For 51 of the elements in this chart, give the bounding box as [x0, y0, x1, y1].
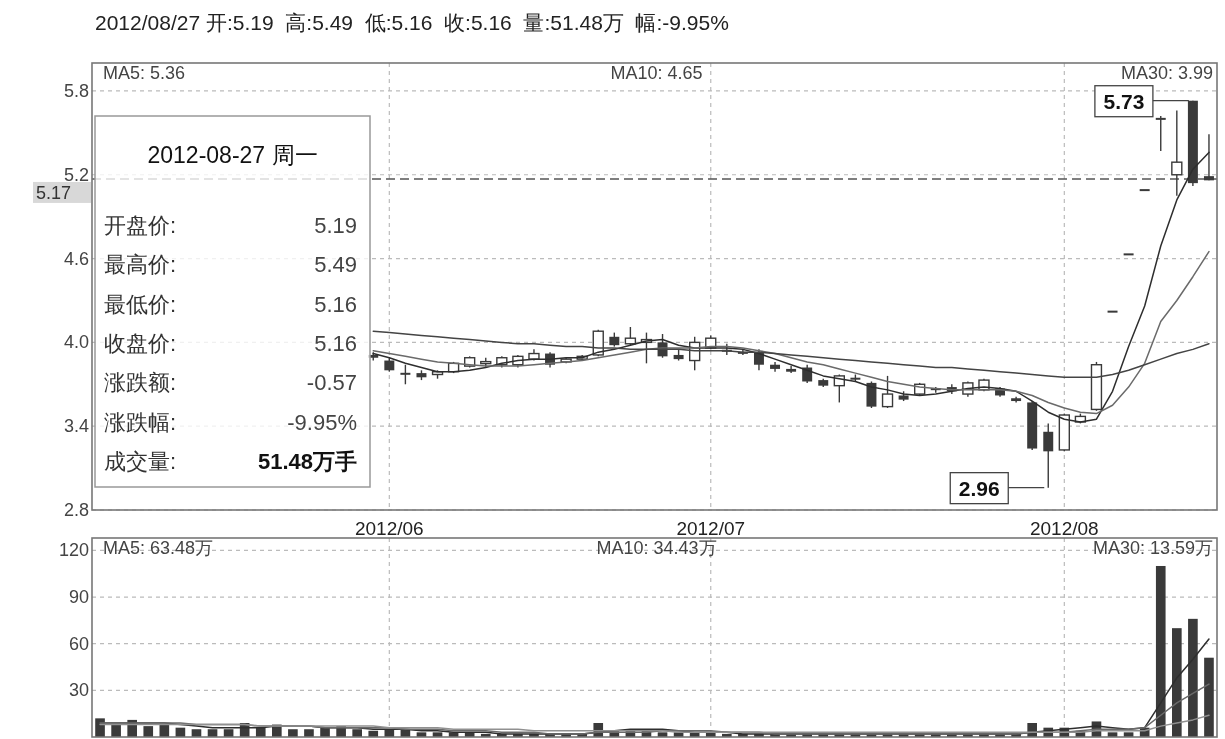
bar: [288, 729, 298, 737]
y-tick-label: 4.0: [63, 332, 89, 353]
annotation: MA30: 13.59万: [1092, 538, 1213, 558]
y-tick-label: 60: [68, 633, 89, 654]
y-tick-label: 120: [58, 540, 89, 561]
annotation: 2.96: [958, 476, 1000, 500]
annotation: 成交量:: [104, 448, 177, 474]
x-tick-label: 2012/07: [676, 518, 746, 539]
annotation: -0.57: [306, 370, 357, 396]
y-tick-label: 30: [68, 680, 89, 701]
annotation: 5.49: [314, 252, 357, 278]
annotation: MA10: 4.65: [610, 63, 703, 83]
y-tick-label: 90: [68, 587, 89, 608]
annotation: 涨跌额:: [104, 370, 177, 396]
annotation: 最高价:: [104, 252, 177, 278]
bar: [143, 726, 154, 737]
y-tick-label: 3.4: [63, 416, 89, 437]
annotation: 2012-08-27 周一: [147, 142, 318, 168]
annotation: 涨跌幅:: [104, 409, 177, 435]
annotation: 5.16: [314, 330, 357, 356]
y-tick-label: 4.6: [63, 248, 89, 269]
annotation: MA5: 5.36: [103, 63, 186, 83]
candlestick: [1043, 422, 1054, 489]
x-tick-label: 2012/08: [1029, 518, 1099, 539]
annotation: MA10: 34.43万: [596, 538, 717, 558]
annotation: 5.16: [314, 291, 357, 317]
bar: [304, 729, 314, 737]
annotation: 最低价:: [104, 291, 177, 317]
candlestick: [866, 380, 877, 409]
bar: [111, 724, 121, 737]
chart-title: 2012/08/27 开:5.19 高:5.49 低:5.16 收:5.16 量:51.48万 幅:-9.95%: [95, 11, 729, 34]
ref-line-label: 5.17: [36, 182, 72, 203]
line-series: [99, 714, 1210, 734]
bar: [1204, 657, 1214, 737]
annotation: 5.19: [314, 213, 357, 238]
y-tick-label: 2.8: [63, 500, 89, 520]
candlestick: [400, 364, 411, 385]
y-tick-label: 5.2: [63, 164, 89, 185]
annotation: 收盘价:: [104, 330, 177, 356]
annotation: MA30: 3.99: [1120, 63, 1213, 83]
annotation: 5.73: [1103, 89, 1145, 113]
annotation: -9.95%: [287, 409, 357, 435]
annotation: 开盘价:: [104, 213, 177, 238]
candlestick: [881, 375, 894, 409]
annotation: 51.48万手: [257, 448, 357, 474]
y-tick-label: 5.8: [63, 80, 89, 101]
line-series: [372, 250, 1210, 415]
x-tick-label: 2012/06: [354, 518, 424, 539]
candlestick: [1155, 115, 1166, 152]
bar: [95, 718, 105, 737]
annotation: MA5: 63.48万: [103, 538, 214, 558]
